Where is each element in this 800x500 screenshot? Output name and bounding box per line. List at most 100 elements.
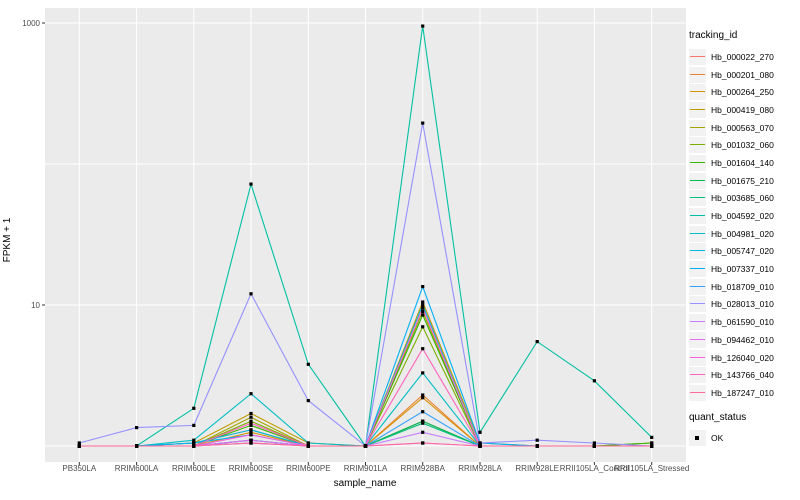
- y-tick-label: 10: [31, 300, 40, 310]
- legend-key-box: [689, 367, 706, 384]
- legend-key-box: [689, 137, 706, 154]
- legend-item-quant-ok: OK: [689, 429, 799, 447]
- legend-item-label: Hb_000419_080: [711, 104, 774, 115]
- x-tick-label: RRII105LA_Control: [559, 464, 630, 473]
- legend-item-label: Hb_001604_140: [711, 157, 774, 168]
- legend-item-label: Hb_018709_010: [711, 281, 774, 292]
- y-tick-label: 1000: [22, 18, 40, 28]
- legend-key-box: [689, 48, 706, 65]
- series-color-line-icon: [690, 55, 705, 57]
- legend: tracking_id Hb_000022_270 Hb_000201_080 Hb…: [689, 30, 799, 446]
- legend-title-quant-status: quant_status: [689, 411, 747, 423]
- legend-item-label: Hb_126040_020: [711, 352, 774, 363]
- x-tick-label: PB350LA: [62, 464, 97, 473]
- legend-item-label: OK: [711, 432, 724, 443]
- series-color-line-icon: [690, 391, 705, 393]
- legend-key-box: [689, 190, 706, 207]
- legend-item: Hb_094462_010: [689, 331, 799, 349]
- legend-item-label: Hb_000022_270: [711, 51, 774, 62]
- legend-key-box: [689, 278, 706, 295]
- legend-item: Hb_004592_020: [689, 207, 799, 225]
- legend-item-label: Hb_061590_010: [711, 317, 774, 328]
- series-color-line-icon: [690, 215, 705, 217]
- legend-item: Hb_001032_060: [689, 136, 799, 154]
- x-tick-label: RRIM928LA: [458, 464, 502, 473]
- legend-key-box: [689, 66, 706, 83]
- x-tick-label: RRII105LA_Stressed: [614, 464, 690, 473]
- legend-item: Hb_000201_080: [689, 66, 799, 84]
- x-tick-label: RRIM600LA: [114, 464, 159, 473]
- series-color-line-icon: [690, 179, 705, 181]
- legend-tracking-items: Hb_000022_270 Hb_000201_080 Hb_000264_250 H…: [689, 48, 799, 402]
- legend-key-box: [689, 154, 706, 171]
- x-tick-label: RRIM600PE: [286, 464, 331, 473]
- x-tick-label: RRIM600SE: [228, 464, 274, 473]
- legend-item: Hb_001675_210: [689, 172, 799, 190]
- legend-item: Hb_001604_140: [689, 154, 799, 172]
- legend-item-label: Hb_004981_020: [711, 228, 774, 239]
- x-tick-label: RRIM600LE: [172, 464, 216, 473]
- series-color-line-icon: [690, 356, 705, 358]
- series-color-line-icon: [690, 374, 705, 376]
- legend-key-box: [689, 429, 706, 446]
- legend-item: Hb_126040_020: [689, 349, 799, 367]
- legend-item: Hb_007337_010: [689, 260, 799, 278]
- legend-item-label: Hb_001675_210: [711, 175, 774, 186]
- legend-item: Hb_004981_020: [689, 225, 799, 243]
- legend-item: Hb_003685_060: [689, 190, 799, 208]
- series-color-line-icon: [690, 232, 705, 234]
- legend-item-label: Hb_007337_010: [711, 264, 774, 275]
- legend-item: Hb_000419_080: [689, 101, 799, 119]
- legend-item: Hb_000022_270: [689, 48, 799, 66]
- legend-item: Hb_143766_040: [689, 366, 799, 384]
- legend-item: Hb_000264_250: [689, 83, 799, 101]
- series-color-line-icon: [690, 285, 705, 287]
- legend-item-label: Hb_004592_020: [711, 211, 774, 222]
- legend-item: Hb_005747_020: [689, 243, 799, 261]
- legend-title-tracking-id: tracking_id: [689, 30, 738, 41]
- legend-key-box: [689, 101, 706, 118]
- series-color-line-icon: [690, 338, 705, 340]
- x-tick-label: RRIM901LA: [343, 464, 388, 473]
- x-axis-title: sample_name: [333, 478, 397, 489]
- legend-key-box: [689, 225, 706, 242]
- legend-key-box: [689, 314, 706, 331]
- legend-item: Hb_000563_070: [689, 119, 799, 137]
- x-tick-label: RRIM928LE: [515, 464, 559, 473]
- legend-item-label: Hb_094462_010: [711, 334, 774, 345]
- x-tick-label: RRIM928BA: [400, 464, 445, 473]
- legend-key-box: [689, 384, 706, 401]
- legend-item-label: Hb_028013_010: [711, 299, 774, 310]
- series-color-line-icon: [690, 250, 705, 252]
- legend-key-box: [689, 172, 706, 189]
- series-color-line-icon: [690, 73, 705, 75]
- legend-key-box: [689, 296, 706, 313]
- legend-key-box: [689, 349, 706, 366]
- series-color-line-icon: [690, 303, 705, 305]
- legend-key-box: [689, 331, 706, 348]
- series-color-line-icon: [690, 197, 705, 199]
- legend-item-label: Hb_001032_060: [711, 140, 774, 151]
- legend-item: Hb_018709_010: [689, 278, 799, 296]
- legend-item-label: Hb_000201_080: [711, 69, 774, 80]
- legend-key-box: [689, 208, 706, 225]
- legend-item: Hb_187247_010: [689, 384, 799, 402]
- legend-key-box: [689, 84, 706, 101]
- point-marker-icon: [695, 435, 699, 440]
- legend-key-box: [689, 119, 706, 136]
- legend-key-box: [689, 261, 706, 278]
- series-color-line-icon: [690, 321, 705, 323]
- legend-item-label: Hb_005747_020: [711, 246, 774, 257]
- legend-item-label: Hb_000563_070: [711, 122, 774, 133]
- legend-item-label: Hb_143766_040: [711, 370, 774, 381]
- series-color-line-icon: [690, 91, 705, 93]
- series-color-line-icon: [690, 144, 705, 146]
- series-color-line-icon: [690, 126, 705, 128]
- legend-item-label: Hb_187247_010: [711, 387, 774, 398]
- series-color-line-icon: [690, 268, 705, 270]
- series-color-line-icon: [690, 161, 705, 163]
- series-color-line-icon: [690, 108, 705, 110]
- legend-item: Hb_061590_010: [689, 313, 799, 331]
